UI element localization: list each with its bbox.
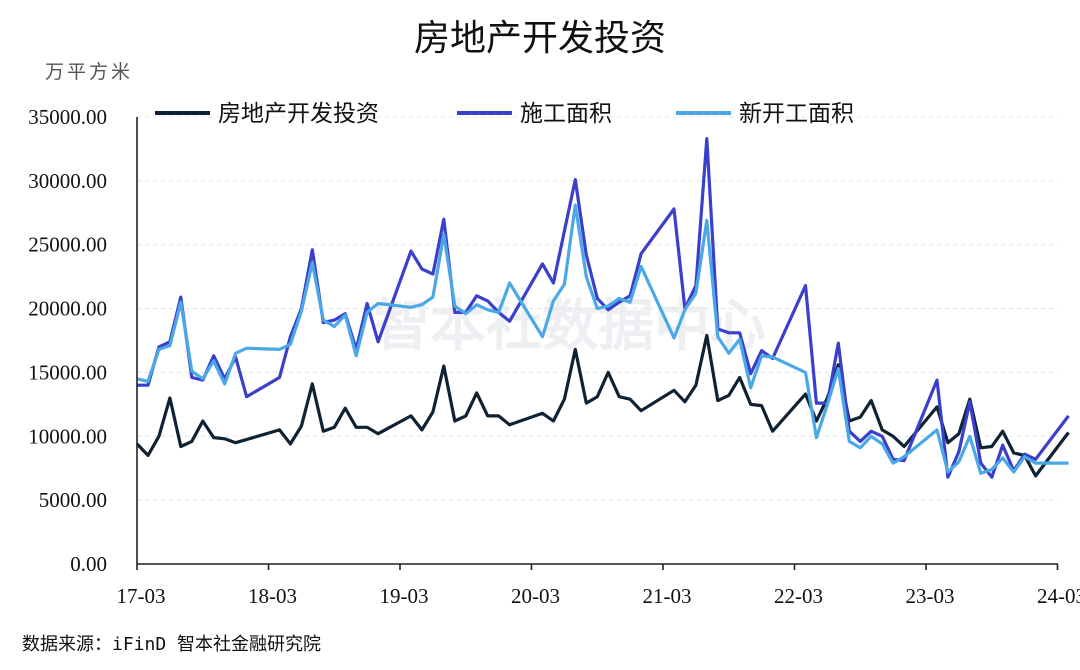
y-tick-label: 0.00	[70, 552, 107, 576]
legend-label-2: 施工面积	[520, 101, 612, 127]
y-tick-labels: 0.00 5000.00 10000.00 15000.00 20000.00 25000…	[28, 105, 107, 576]
watermark: 智本社数据中心	[374, 294, 766, 359]
y-tick-label: 20000.00	[28, 297, 107, 321]
grid-lines	[137, 116, 1058, 501]
x-tick-label: 23-03	[906, 584, 955, 608]
y-tick-label: 5000.00	[39, 488, 107, 512]
series-line-3	[136, 203, 1069, 475]
y-tick-label: 15000.00	[28, 360, 107, 384]
y-tick-label: 35000.00	[28, 105, 107, 129]
x-tick-label: 20-03	[511, 584, 560, 608]
series-line-1	[135, 333, 1070, 478]
axes	[136, 117, 1059, 570]
y-tick-label: 25000.00	[28, 233, 107, 257]
x-tick-label: 22-03	[774, 584, 823, 608]
y-axis-unit-label: 万平方米	[45, 61, 133, 83]
x-tick-label: 17-03	[117, 584, 166, 608]
y-tick-label: 30000.00	[28, 169, 107, 193]
y-tick-label: 10000.00	[28, 424, 107, 448]
x-tick-label: 18-03	[248, 584, 297, 608]
legend-label-1: 房地产开发投资	[218, 101, 379, 127]
x-tick-labels: 17-03 18-03 19-03 20-03 21-03 22-03 23-03 24-03	[117, 584, 1080, 608]
legend-label-3: 新开工面积	[739, 101, 854, 127]
chart-title: 房地产开发投资	[414, 18, 666, 59]
x-tick-label: 21-03	[643, 584, 692, 608]
source-note: 数据来源：iFinD 智本社金融研究院	[22, 634, 321, 655]
series-lines	[135, 137, 1070, 479]
x-tick-label: 19-03	[380, 584, 429, 608]
x-tick-label: 24-03	[1037, 584, 1080, 608]
legend: 房地产开发投资 施工面积 新开工面积	[155, 101, 854, 127]
